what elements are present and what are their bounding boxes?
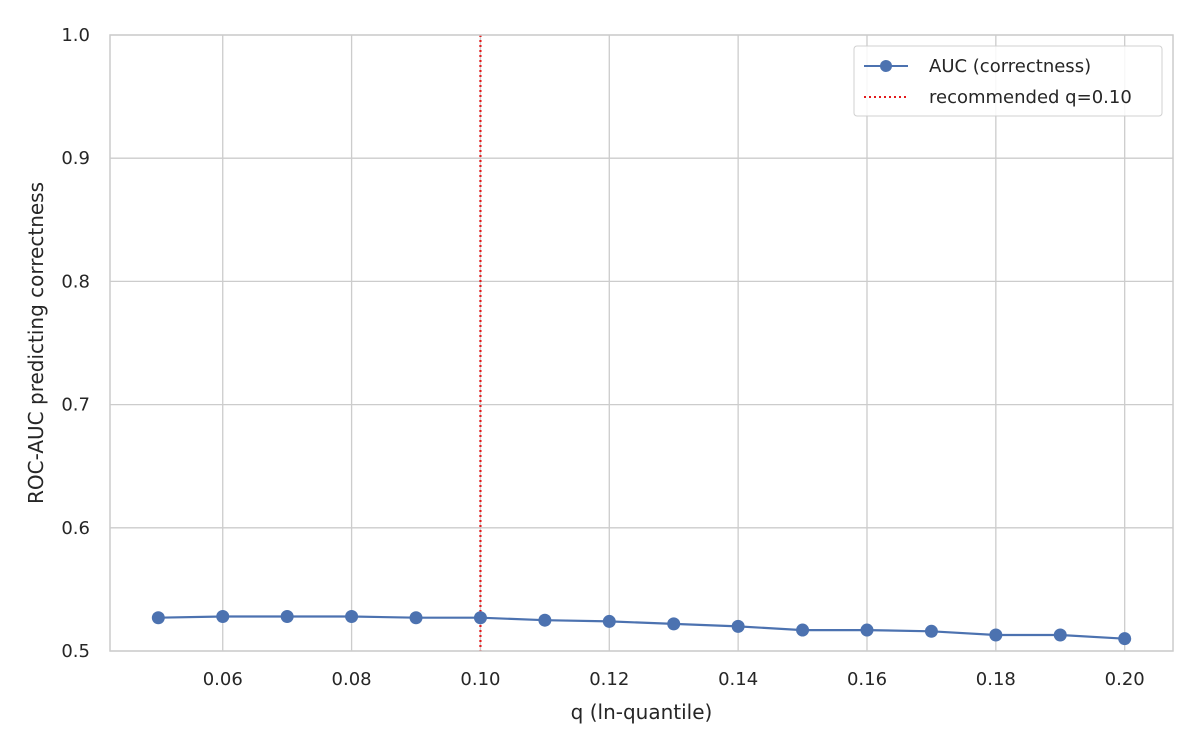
data-point: [151, 611, 165, 625]
x-tick-label: 0.08: [332, 669, 372, 690]
data-point: [409, 611, 423, 625]
data-point: [602, 614, 616, 628]
data-point: [667, 617, 681, 631]
legend-series-label: AUC (correctness): [929, 56, 1091, 77]
x-tick-label: 0.10: [460, 669, 500, 690]
y-tick-label: 0.5: [61, 641, 90, 662]
y-tick-label: 0.7: [61, 395, 90, 416]
x-tick-label: 0.16: [847, 669, 887, 690]
data-point: [345, 610, 359, 624]
legend-series-marker: [880, 60, 892, 72]
y-tick-label: 1.0: [61, 25, 90, 46]
plot-frame: [109, 34, 1174, 652]
x-tick-label: 0.18: [976, 669, 1016, 690]
y-tick-label: 0.9: [61, 148, 90, 169]
data-point: [796, 623, 810, 637]
x-tick-labels: 0.06 0.08 0.10 0.12 0.14 0.16 0.18 0.20: [203, 669, 1145, 690]
series-line: [158, 615, 1125, 640]
y-axis-label: ROC-AUC predicting correctness: [24, 182, 48, 504]
data-point: [538, 613, 552, 627]
legend: AUC (correctness) recommended q=0.10: [853, 45, 1163, 117]
data-point: [216, 610, 230, 624]
x-tick-label: 0.12: [589, 669, 629, 690]
data-point: [1118, 632, 1132, 646]
legend-box: [853, 45, 1163, 117]
series: [151, 610, 1132, 646]
x-tick-label: 0.20: [1105, 669, 1145, 690]
legend-refline-label: recommended q=0.10: [929, 87, 1132, 108]
y-tick-label: 0.8: [61, 271, 90, 292]
data-point: [280, 610, 294, 624]
y-tick-labels: 0.5 0.6 0.7 0.8 0.9 1.0: [61, 25, 90, 662]
data-point: [989, 628, 1003, 642]
x-tick-label: 0.06: [203, 669, 243, 690]
data-point: [1053, 628, 1067, 642]
grid: [110, 34, 1173, 652]
data-point: [860, 623, 874, 637]
data-point: [473, 611, 487, 625]
x-axis-label: q (ln-quantile): [571, 700, 713, 724]
y-tick-label: 0.6: [61, 518, 90, 539]
data-point: [731, 619, 745, 633]
x-tick-label: 0.14: [718, 669, 758, 690]
data-point: [924, 624, 938, 638]
